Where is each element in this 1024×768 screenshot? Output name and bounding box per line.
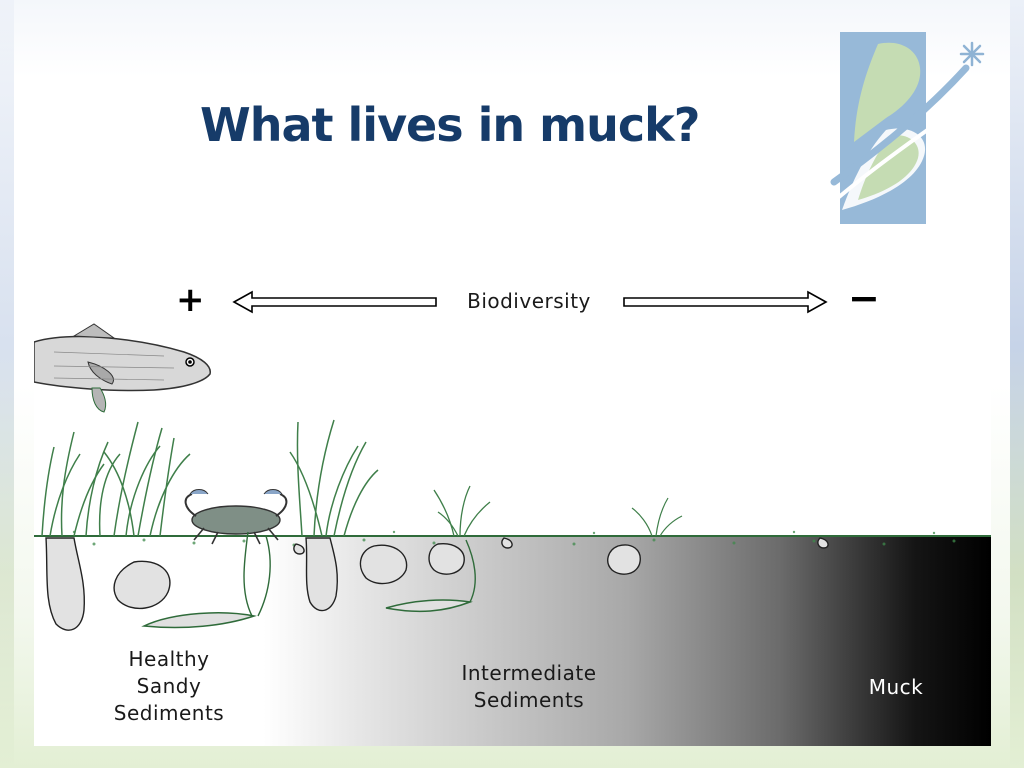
seagrass-icon [433, 485, 491, 537]
zone-label-line: Intermediate [461, 661, 597, 685]
crab-icon [184, 489, 288, 545]
zone-label-line: Sediments [113, 701, 225, 725]
seagrass-icon [631, 497, 683, 537]
star-icon [959, 41, 985, 67]
zone-label-intermediate-sediments: Intermediate Sediments [434, 660, 624, 714]
clam-icon [45, 537, 829, 631]
high-biodiversity-symbol: + [176, 280, 205, 320]
seagrass-icon [41, 421, 191, 537]
zone-label-line: Sediments [473, 688, 585, 712]
left-edge-decoration [0, 0, 14, 768]
zone-label-muck: Muck [846, 674, 946, 701]
seagrass-icon [289, 419, 379, 537]
zone-label-line: Healthy [128, 647, 210, 671]
sediment-gradient [34, 536, 991, 746]
organization-logo [826, 32, 985, 224]
zone-label-healthy-sandy-sediments: Healthy Sandy Sediments [94, 646, 244, 727]
siphon-lines [243, 531, 476, 617]
biodiversity-label: Biodiversity [467, 289, 591, 313]
fish-icon [34, 323, 211, 413]
zone-label-line: Muck [868, 675, 924, 699]
biodiversity-double-arrow [232, 290, 828, 314]
slide-title: What lives in muck? [200, 98, 700, 152]
diagram-artwork [34, 290, 991, 746]
zone-label-line: Sandy [136, 674, 202, 698]
biodiversity-diagram: + Biodiversity − Healthy Sandy Sediments… [34, 232, 991, 746]
low-biodiversity-symbol: − [848, 276, 880, 320]
right-edge-decoration [1010, 0, 1024, 768]
